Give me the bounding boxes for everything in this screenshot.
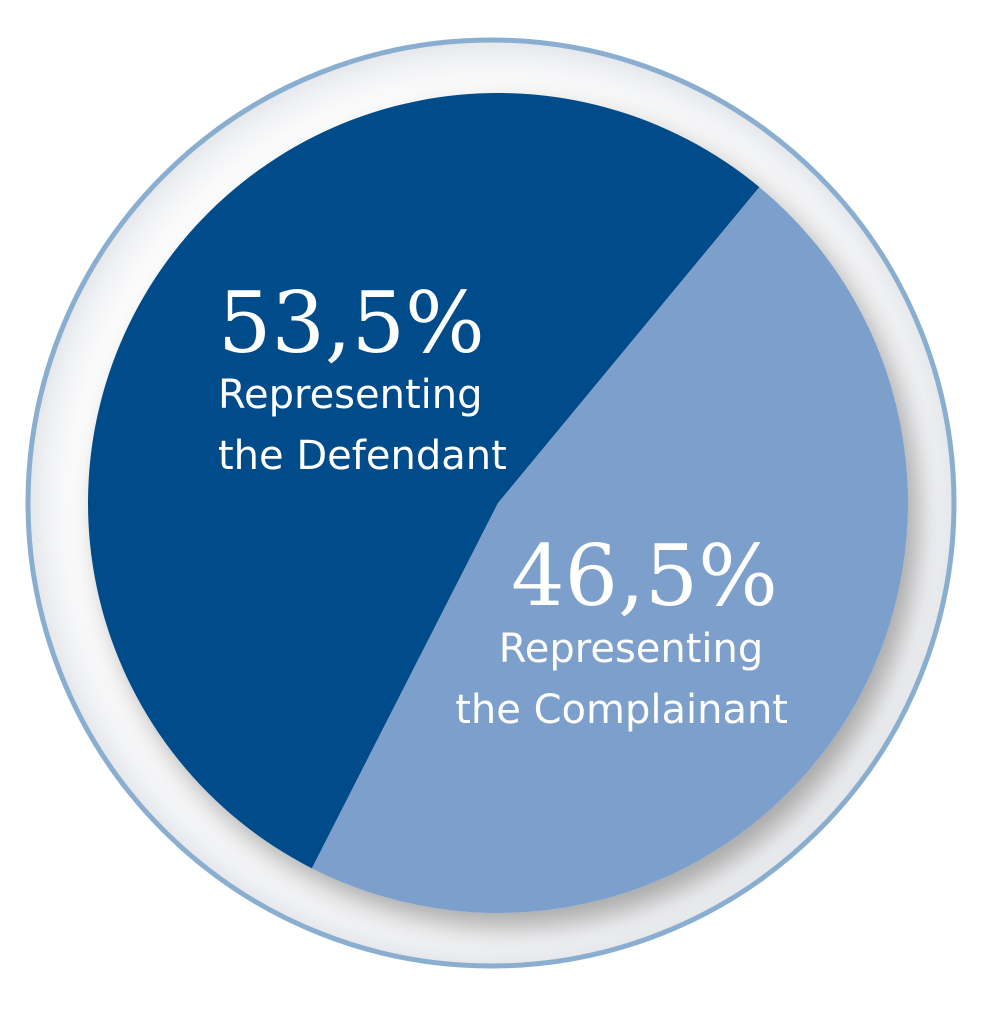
pie-slices bbox=[87, 92, 908, 913]
slice-complainant-value: 46,5% bbox=[511, 527, 778, 625]
slice-complainant-label-line-2: the Complainant bbox=[455, 687, 788, 733]
slice-complainant bbox=[311, 187, 908, 913]
slice-defendant-label-line-1: Representing bbox=[218, 372, 483, 418]
slice-defendant bbox=[87, 92, 760, 869]
slice-complainant-label-line-1: Representing bbox=[499, 626, 776, 672]
outer-ring bbox=[25, 37, 957, 969]
slice-defendant-label-line-2: the Defendant bbox=[218, 433, 507, 479]
slice-defendant-value: 53,5% bbox=[218, 274, 485, 372]
